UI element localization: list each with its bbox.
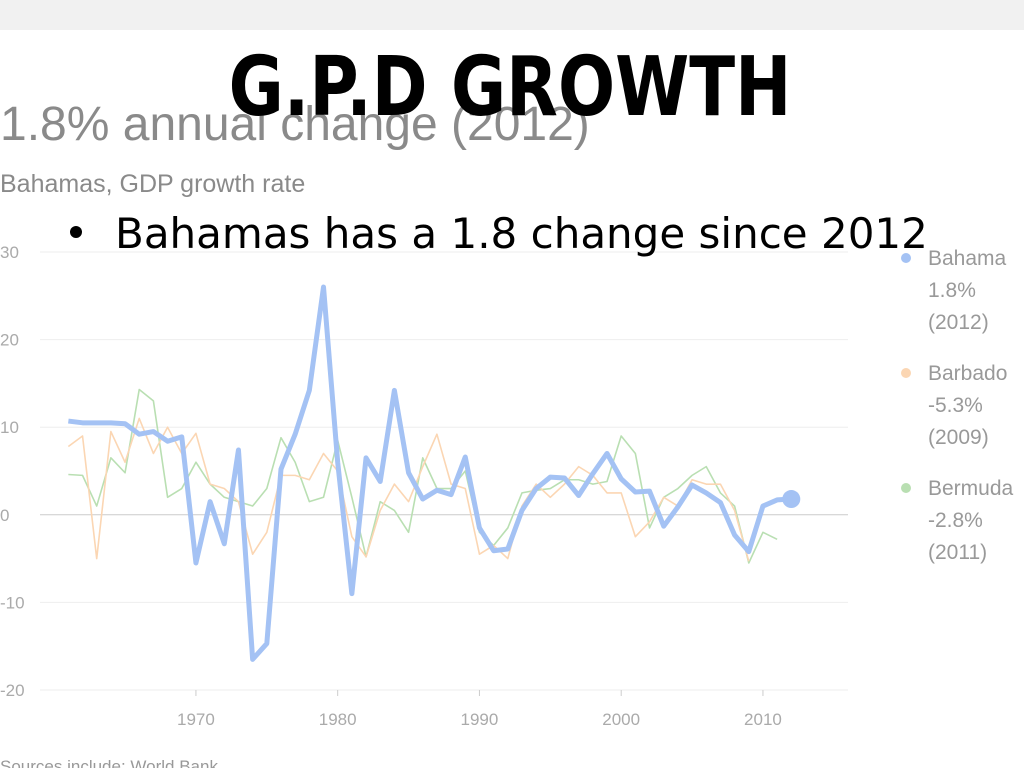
end-point — [782, 490, 801, 509]
y-tick-label: -20 — [0, 681, 25, 700]
legend-value: -2.8% — [928, 509, 983, 532]
series-line — [68, 388, 778, 564]
y-tick-label: 10 — [0, 418, 19, 437]
slide-title: G.P.D GROWTH — [229, 38, 792, 134]
chart-subtitle: Bahamas, GDP growth rate — [0, 170, 305, 198]
bullet-text: Bahamas has a 1.8 change since 2012 — [115, 209, 928, 258]
x-tick-label: 1970 — [177, 710, 215, 729]
y-tick-label: 20 — [0, 331, 19, 350]
y-tick-label: 0 — [0, 506, 9, 525]
source: Sources include: World Bank — [0, 757, 218, 768]
legend-year: (2012) — [928, 311, 989, 334]
y-tick-label: 30 — [0, 243, 19, 262]
legend-value: 1.8% — [928, 279, 976, 302]
legend-dot — [901, 483, 911, 493]
plot: -20 -10 0 10 20 30 1970 1980 1990 2000 2010 — [0, 243, 848, 729]
chart-title: 1.8% annual change (2012) — [0, 98, 590, 151]
legend-year: (2009) — [928, 426, 989, 449]
legend-name: Barbado — [928, 362, 1007, 385]
x-tick-label: 1980 — [319, 710, 357, 729]
bullet-dot — [70, 226, 82, 238]
top-bar — [0, 0, 1024, 30]
x-tick-label: 1990 — [461, 710, 499, 729]
legend-value: -5.3% — [928, 394, 983, 417]
x-tick-label: 2010 — [744, 710, 782, 729]
legend-year: (2011) — [928, 541, 987, 564]
legend-name: Bahama — [928, 247, 1007, 270]
legend-dot — [901, 368, 911, 378]
legend-name: Bermuda — [928, 477, 1014, 500]
series-line — [68, 284, 792, 662]
x-tick-label: 2000 — [602, 710, 640, 729]
y-tick-label: -10 — [0, 593, 25, 612]
legend-dot — [901, 253, 911, 263]
